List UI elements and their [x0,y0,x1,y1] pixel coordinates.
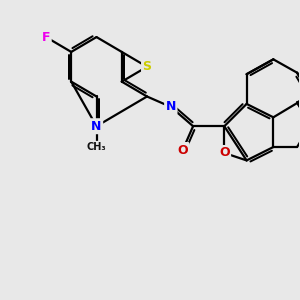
Text: CH₃: CH₃ [87,142,106,152]
Text: N: N [166,100,176,113]
Text: N: N [91,120,102,133]
Text: O: O [177,143,188,157]
Text: O: O [219,146,230,160]
Text: F: F [42,31,50,44]
Text: S: S [142,60,152,73]
